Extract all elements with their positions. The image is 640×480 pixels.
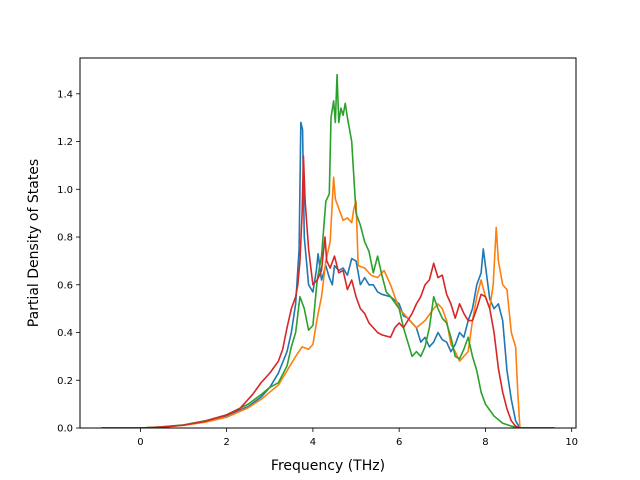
y-tick-label: 0.8 (57, 233, 73, 244)
x-tick-label: 2 (223, 437, 229, 448)
y-tick-label: 0.0 (57, 424, 73, 435)
y-tick-label: 0.2 (57, 376, 73, 387)
x-axis-label: Frequency (THz) (271, 458, 385, 474)
series-line-4 (101, 155, 555, 428)
series-layer (101, 73, 555, 428)
x-tick-label: 6 (396, 437, 402, 448)
y-tick-label: 1.0 (57, 185, 73, 196)
y-tick-label: 0.4 (57, 328, 73, 339)
series-line-1 (101, 121, 555, 428)
x-tick-label: 8 (482, 437, 488, 448)
series-line-3 (101, 73, 555, 428)
x-axis-ticks: 0 2 4 6 8 10 (137, 428, 578, 448)
y-tick-label: 1.4 (57, 89, 73, 100)
x-tick-label: 0 (137, 437, 143, 448)
y-tick-label: 1.2 (57, 137, 73, 148)
y-axis-label: Partial Density of States (26, 159, 42, 327)
x-tick-label: 4 (310, 437, 316, 448)
y-tick-label: 0.6 (57, 280, 73, 291)
plot-frame (79, 57, 577, 429)
y-axis-ticks: 0.0 0.2 0.4 0.6 0.8 1.0 1.2 1.4 (57, 89, 80, 435)
x-tick-label: 10 (565, 437, 578, 448)
